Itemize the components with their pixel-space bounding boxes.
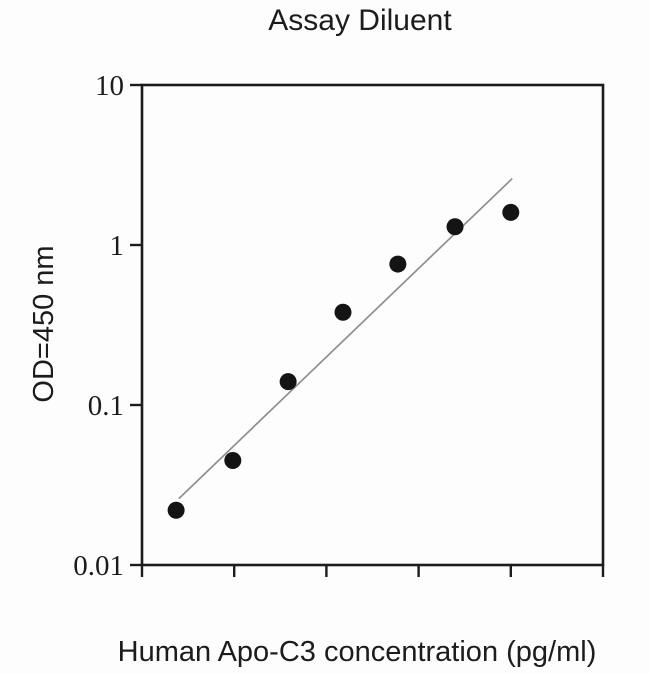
data-point — [446, 218, 464, 236]
chart-title: Assay Diluent — [268, 4, 452, 37]
data-series — [167, 177, 520, 519]
y-tick-label: 0.01 — [73, 550, 124, 582]
y-tick-label: 1 — [110, 230, 125, 262]
data-point — [502, 203, 520, 221]
data-point — [334, 303, 352, 321]
y-axis-title: OD=450 nm — [28, 245, 60, 402]
data-point — [167, 501, 185, 519]
plot-border — [140, 83, 605, 567]
y-tick-label: 10 — [95, 70, 124, 102]
data-point — [224, 451, 242, 469]
x-axis-title: Human Apo-C3 concentration (pg/ml) — [118, 636, 597, 668]
y-tick-label: 0.1 — [88, 390, 124, 422]
axes: 10 1 0.1 0.01 — [73, 70, 605, 582]
data-point — [279, 373, 297, 391]
data-point — [389, 255, 407, 273]
